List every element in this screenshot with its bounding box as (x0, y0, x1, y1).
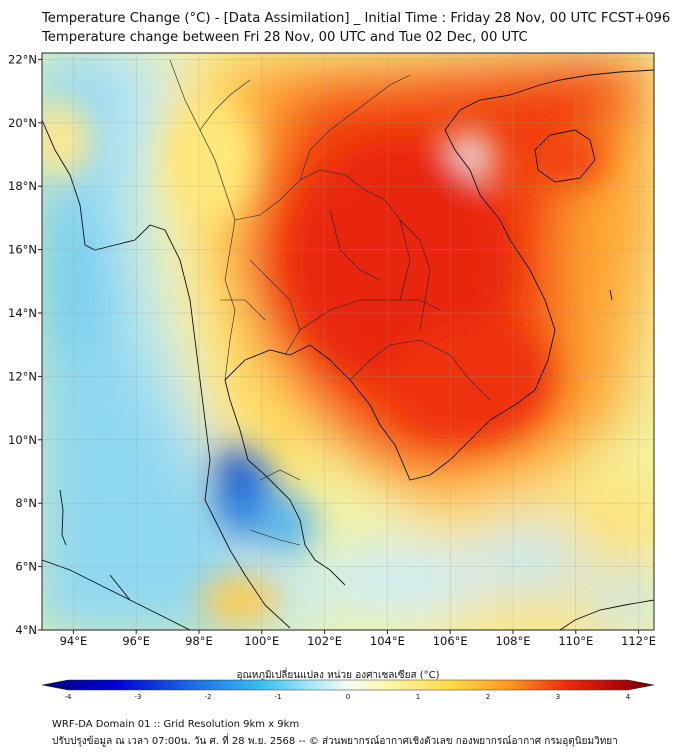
map-title: Temperature Change (°C) - [Data Assimila… (42, 11, 671, 26)
lat-tick-label: 14°N (8, 306, 37, 320)
graticule (42, 53, 654, 630)
temperature-field (42, 53, 654, 630)
coastlines (42, 69, 654, 630)
lat-tick-label: 20°N (8, 116, 37, 130)
lat-tick-label: 8°N (15, 496, 37, 510)
lon-tick-label: 106°E (433, 634, 468, 648)
lat-tick-label: 10°N (8, 433, 37, 447)
map-subtitle: Temperature change between Fri 28 Nov, 0… (42, 30, 528, 45)
lat-tick-label: 18°N (8, 179, 37, 193)
footer-credit: ปรับปรุงข้อมูล ณ เวลา 07:00น. วัน ศ. ที่… (52, 736, 618, 747)
lon-tick-label: 96°E (122, 634, 150, 648)
lat-tick-label: 6°N (15, 560, 37, 574)
borders (169, 59, 491, 546)
lat-tick-label: 22°N (8, 52, 37, 66)
map-frame (41, 52, 655, 631)
lat-tick-label: 4°N (15, 623, 37, 637)
temperature-change-map: 94°E 96°E 98°E 100°E 102°E 104°E 106°E 108°E 110… (8, 52, 656, 648)
lat-tick-label: 12°N (8, 369, 37, 383)
colorbar-label: อุณหภูมิเปลี่ยนแปลง หน่วย องศาเซลเซียส (… (236, 670, 440, 681)
lon-tick-label: 104°E (370, 634, 405, 648)
longitude-tick-labels: 94°E 96°E 98°E 100°E 102°E 104°E 106°E 108°E 110… (60, 630, 656, 648)
lon-tick-label: 102°E (307, 634, 342, 648)
latitude-tick-labels: 22°N 20°N 18°N 16°N 14°N 12°N 10°N 8°N 6°N 4°N (8, 52, 42, 637)
lon-tick-label: 100°E (244, 634, 279, 648)
footer-model-info: WRF-DA Domain 01 :: Grid Resolution 9km … (52, 719, 300, 730)
lon-tick-label: 108°E (496, 634, 531, 648)
lat-tick-label: 16°N (8, 243, 37, 257)
lon-tick-label: 112°E (621, 634, 656, 648)
lon-tick-label: 110°E (558, 634, 593, 648)
lon-tick-label: 98°E (185, 634, 213, 648)
lon-tick-label: 94°E (60, 634, 88, 648)
